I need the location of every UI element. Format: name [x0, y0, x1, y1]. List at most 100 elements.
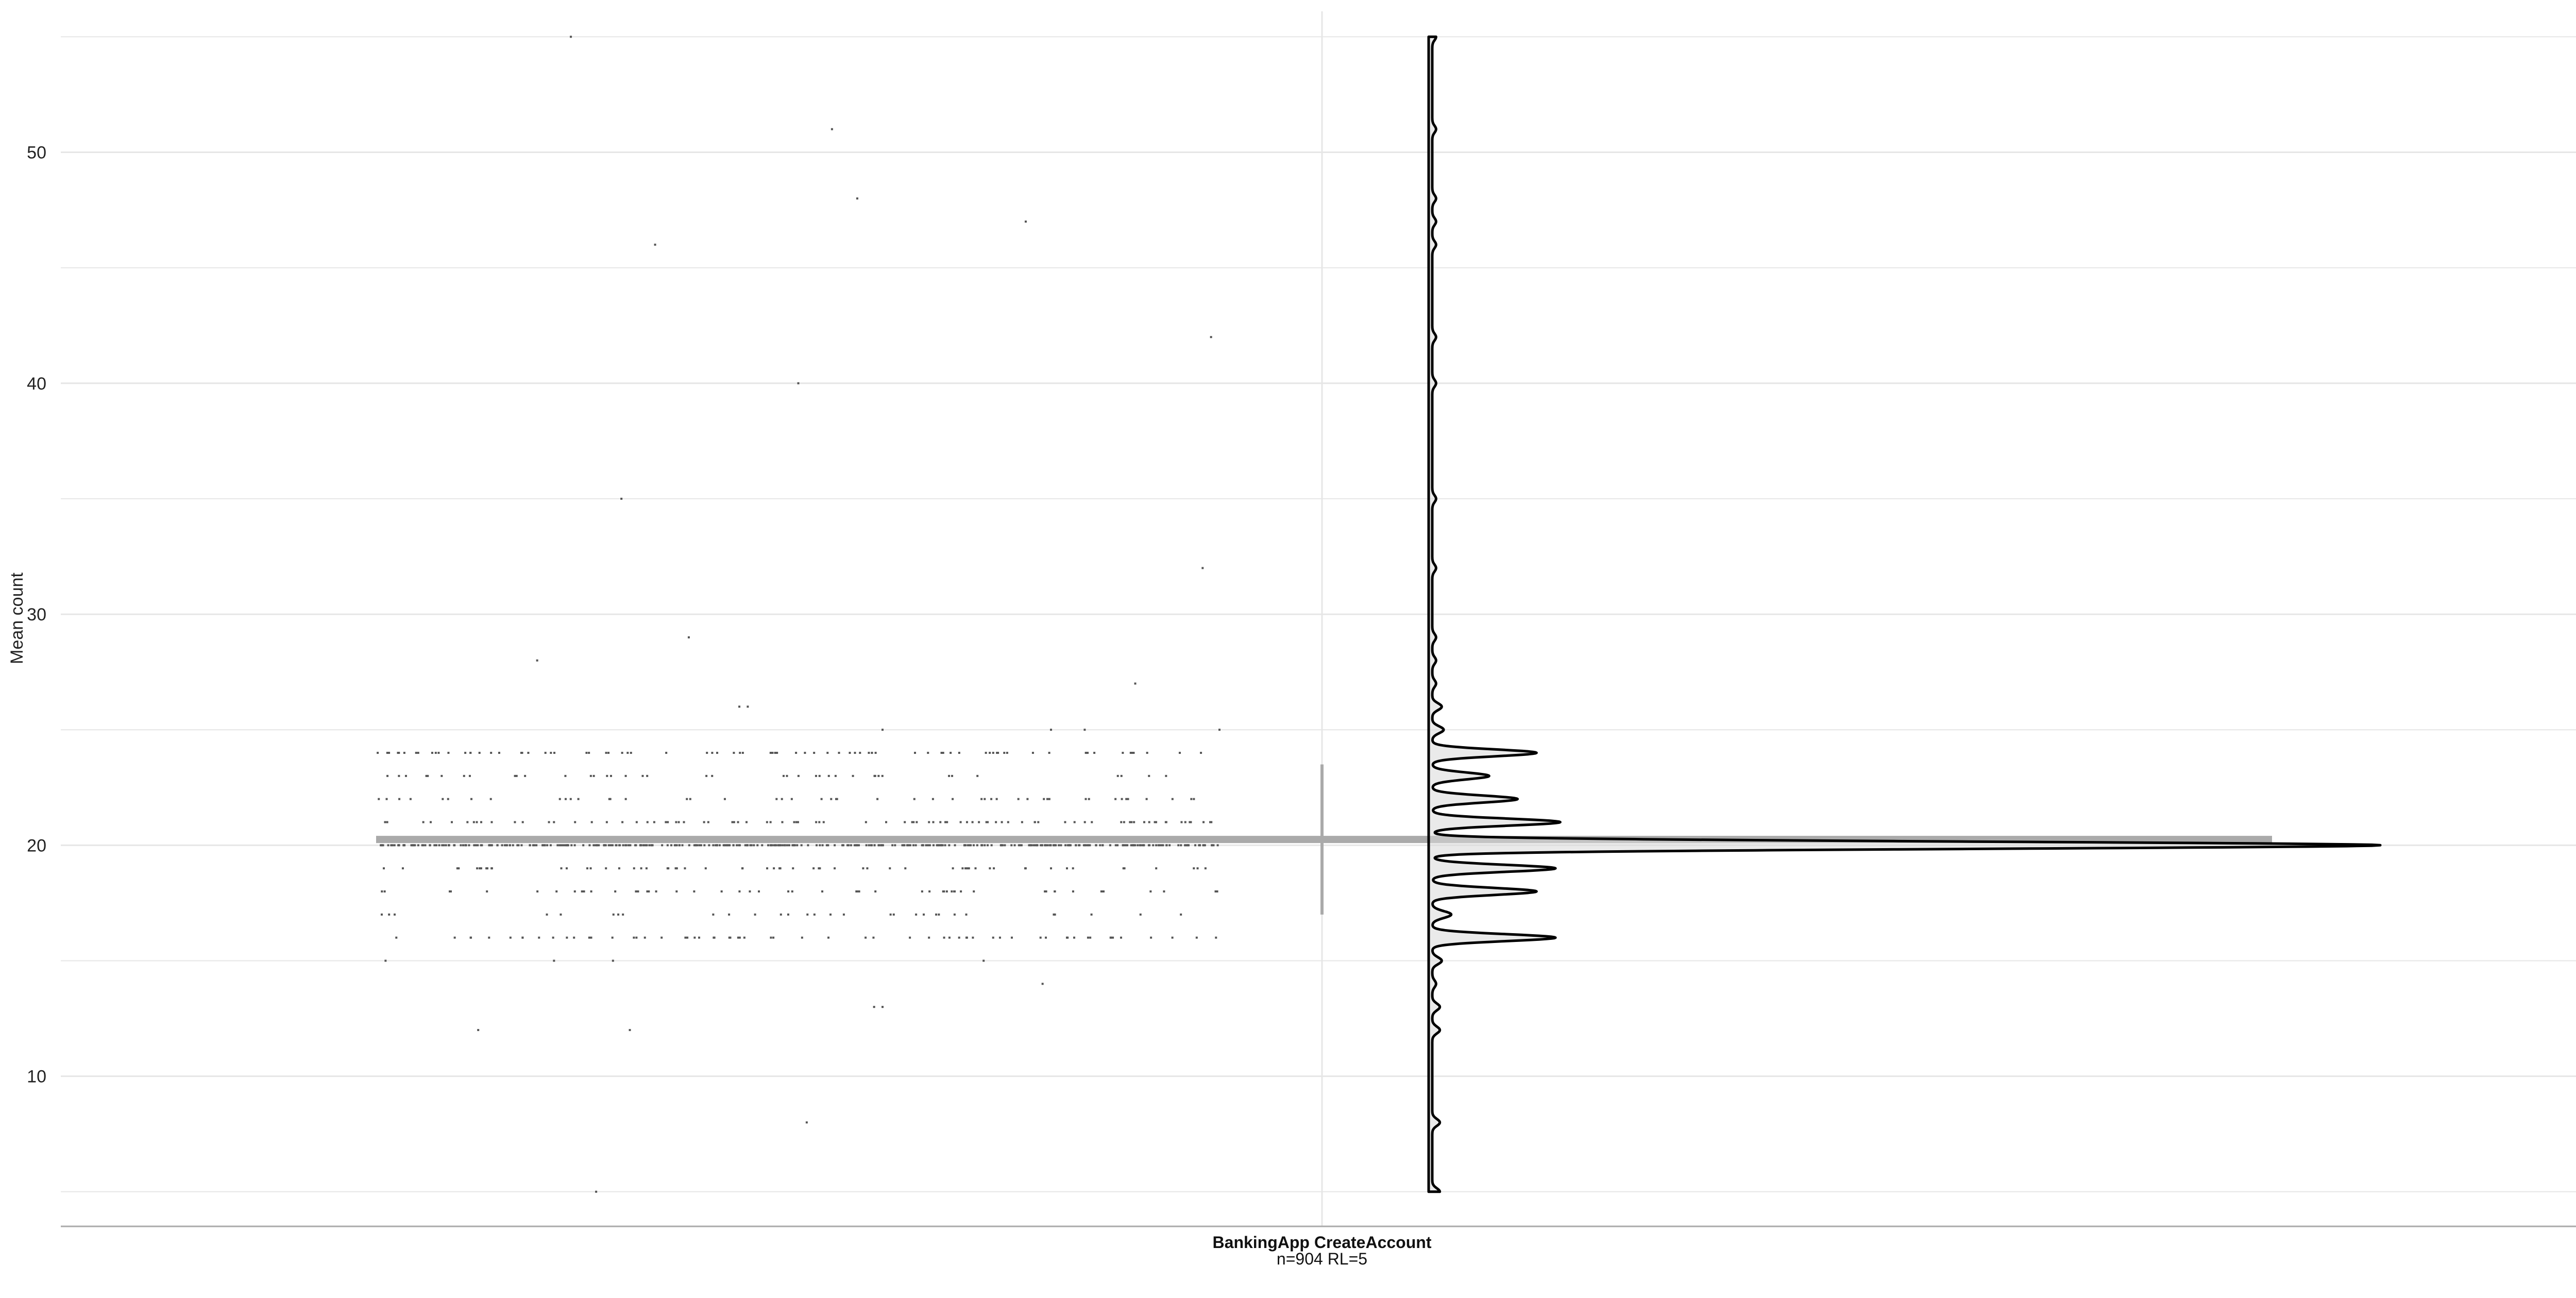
data-point [564, 774, 567, 777]
data-point [498, 752, 500, 754]
data-point [964, 844, 967, 847]
data-point [818, 821, 821, 823]
data-point [608, 798, 611, 800]
data-point [1046, 798, 1048, 800]
data-point [1044, 844, 1047, 847]
data-point [693, 890, 696, 892]
data-point [990, 798, 993, 800]
data-point [590, 936, 592, 939]
data-point [1064, 821, 1066, 823]
data-point [834, 774, 837, 777]
data-point [549, 844, 552, 847]
data-point [1109, 936, 1112, 939]
data-point [1045, 890, 1047, 892]
data-point [1218, 729, 1221, 731]
data-point [966, 867, 969, 870]
data-point [592, 774, 595, 777]
data-point [472, 821, 475, 823]
data-point [909, 844, 911, 847]
data-point [490, 867, 493, 870]
data-point [447, 798, 449, 800]
data-point [1184, 821, 1187, 823]
data-point [889, 867, 891, 870]
data-point [679, 844, 681, 847]
data-point [738, 936, 741, 939]
data-point [469, 752, 472, 754]
data-point [1055, 844, 1057, 847]
data-point [665, 752, 668, 754]
data-point [932, 844, 935, 847]
data-point [481, 844, 483, 847]
data-point [909, 936, 911, 939]
data-point [393, 844, 396, 847]
data-point [463, 774, 465, 777]
data-point [858, 844, 860, 847]
data-point [598, 844, 600, 847]
data-point [480, 867, 482, 870]
data-point [611, 936, 614, 939]
data-point [566, 936, 568, 939]
data-point [822, 821, 825, 823]
data-point [1093, 752, 1096, 754]
data-point [566, 844, 569, 847]
data-point [512, 844, 514, 847]
data-point [505, 844, 507, 847]
data-point [972, 844, 975, 847]
data-point [1052, 844, 1055, 847]
data-point [849, 752, 851, 754]
data-point [415, 752, 417, 754]
data-point [912, 844, 915, 847]
data-point [713, 936, 716, 939]
data-point [942, 752, 944, 754]
data-point [424, 844, 427, 847]
data-point [984, 798, 986, 800]
data-point [1148, 821, 1150, 823]
data-point [1139, 913, 1142, 916]
data-point [800, 844, 803, 847]
data-point [854, 752, 856, 754]
data-point [737, 936, 739, 939]
data-point [635, 821, 638, 823]
data-point [873, 844, 876, 847]
data-point [707, 821, 709, 823]
data-point [401, 867, 404, 870]
data-point [434, 752, 437, 754]
data-point [612, 913, 615, 916]
data-point [460, 844, 462, 847]
data-point [520, 844, 523, 847]
data-point [859, 752, 861, 754]
data-point [1190, 821, 1192, 823]
data-point [689, 798, 691, 800]
data-point [749, 844, 752, 847]
data-point [1202, 821, 1205, 823]
data-point [1041, 983, 1044, 985]
data-point [686, 936, 689, 939]
data-point [501, 844, 503, 847]
data-point [1100, 890, 1103, 892]
data-point [675, 890, 678, 892]
data-point [1087, 752, 1089, 754]
data-point [595, 844, 597, 847]
data-point [378, 798, 380, 800]
data-point [565, 867, 568, 870]
data-point [1109, 844, 1111, 847]
data-point [1216, 890, 1218, 892]
data-point [1031, 752, 1034, 754]
data-point [1126, 844, 1129, 847]
data-point [1177, 844, 1180, 847]
data-point [944, 844, 946, 847]
data-point [1034, 844, 1037, 847]
data-point [1001, 821, 1003, 823]
data-point [628, 844, 630, 847]
data-point [1102, 890, 1105, 892]
data-point [865, 821, 867, 823]
data-point [563, 844, 566, 847]
data-point [746, 844, 749, 847]
data-point [827, 936, 830, 939]
data-point [806, 913, 809, 916]
data-point [865, 936, 867, 939]
data-point [552, 936, 554, 939]
data-point [529, 844, 531, 847]
data-point [684, 936, 687, 939]
data-point [1152, 844, 1155, 847]
